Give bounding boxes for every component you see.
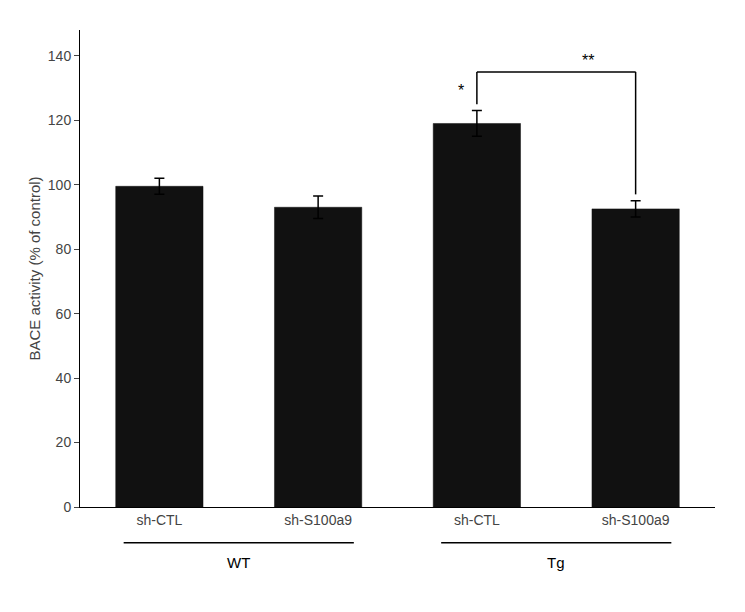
svg-text:0: 0 [63, 499, 71, 515]
svg-text:**: ** [582, 52, 594, 69]
svg-text:BACE activity (% of control): BACE activity (% of control) [26, 176, 43, 360]
svg-text:Tg: Tg [547, 554, 565, 571]
svg-text:sh-S100a9: sh-S100a9 [284, 512, 352, 528]
svg-text:*: * [458, 82, 464, 99]
svg-text:WT: WT [227, 554, 250, 571]
svg-text:sh-CTL: sh-CTL [136, 512, 182, 528]
svg-text:sh-CTL: sh-CTL [454, 512, 500, 528]
svg-text:120: 120 [48, 112, 72, 128]
svg-text:20: 20 [56, 434, 72, 450]
svg-text:80: 80 [56, 241, 72, 257]
svg-text:60: 60 [56, 306, 72, 322]
svg-text:140: 140 [48, 48, 72, 64]
svg-text:100: 100 [48, 177, 72, 193]
svg-text:40: 40 [56, 370, 72, 386]
svg-text:sh-S100a9: sh-S100a9 [602, 512, 670, 528]
